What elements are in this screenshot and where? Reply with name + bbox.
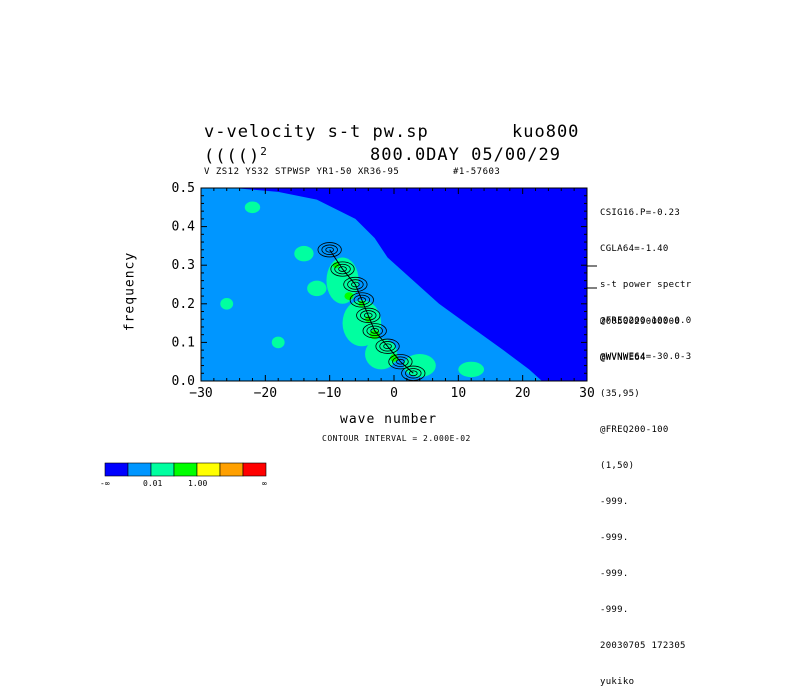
contour-line xyxy=(347,279,364,290)
contour-line xyxy=(325,246,334,253)
subtitle-id: #1-57603 xyxy=(453,167,501,177)
shade-patch-cyan xyxy=(403,353,436,378)
shade-patch-cyan xyxy=(271,336,285,349)
y-axis-label: frequency xyxy=(122,251,138,332)
x-tick-label: 20 xyxy=(515,386,531,401)
y-tick-label: 0.2 xyxy=(172,297,195,312)
contour-line xyxy=(356,307,381,323)
x-tick-label: 10 xyxy=(451,386,467,401)
title-line1-left: v-velocity s-t pw.sp xyxy=(204,122,429,142)
contour-line xyxy=(317,242,342,258)
side-line: CGLA64=-1.40 xyxy=(600,244,669,254)
colorbar-swatch xyxy=(150,462,175,477)
contour-line xyxy=(338,266,347,272)
contour-line xyxy=(375,338,400,354)
side-line: yukiko xyxy=(600,677,635,687)
shade-region-mid xyxy=(201,188,542,381)
side-line: (1,50) xyxy=(600,461,635,471)
contour-line xyxy=(408,370,418,377)
side-line: -999. xyxy=(600,497,629,507)
colorbar-swatch xyxy=(104,462,129,477)
contour-line xyxy=(370,328,380,334)
subtitle: V ZS12 YS32 STPWSP YR1-50 XR36-95 xyxy=(204,167,400,177)
shade-patch-cyan xyxy=(458,361,485,378)
contour-chart: −30 −20 −10 0 10 20 30 0.0 0.1 0.2 0.3 0.4 0.5 xyxy=(104,181,597,477)
title-line2-main: (((() xyxy=(204,146,261,167)
y-tick-label: 0.5 xyxy=(172,181,195,196)
y-tick-label: 0.4 xyxy=(172,220,196,235)
side-info-top: CSIG16.P=-0.23 CGLA64=-1.40 s-t power sp… xyxy=(600,183,692,375)
contour-line xyxy=(401,365,426,381)
side-line: 20050029000000 xyxy=(600,317,681,327)
contour-line xyxy=(379,341,396,352)
colorbar-swatch xyxy=(173,462,198,477)
contour-line xyxy=(383,343,392,350)
colorbar-label: 1.00 xyxy=(188,479,208,488)
side-line: (35,95) xyxy=(600,389,641,399)
shade-patch-cyan xyxy=(220,298,234,310)
side-line: -999. xyxy=(600,569,629,579)
shade-patch-cyan xyxy=(365,338,398,370)
colorbar-swatch xyxy=(127,462,152,477)
contour-line xyxy=(330,261,355,277)
shade-patch-cyan xyxy=(244,201,261,214)
shade-patch-green xyxy=(344,292,354,300)
side-line: @FREQ200-100 xyxy=(600,425,669,435)
x-tick-label: 30 xyxy=(579,386,595,401)
y-tick-label: 0.3 xyxy=(172,258,195,273)
side-line: CSIG16.P=-0.23 xyxy=(600,208,681,218)
contour-line xyxy=(343,276,368,293)
contour-ridge-line xyxy=(329,249,414,374)
side-line: 20030705 172305 xyxy=(600,641,686,651)
side-line: @WVNWE64 xyxy=(600,353,646,363)
shade-patch-cyan xyxy=(307,280,327,297)
title-line2-right: 800.0DAY 05/00/29 xyxy=(370,145,561,165)
contour-line xyxy=(334,263,351,275)
contour-line xyxy=(349,292,374,308)
y-tick-label: 0.1 xyxy=(172,335,195,350)
title-line2-sup: 2 xyxy=(260,145,268,158)
title-line1-right: kuo800 xyxy=(512,122,580,142)
x-tick-label: −20 xyxy=(254,386,277,401)
x-tick-label: −30 xyxy=(189,386,212,401)
contour-line xyxy=(351,281,360,288)
colorbar-label: 0.01 xyxy=(143,479,163,488)
x-axis-label: wave number xyxy=(340,412,438,427)
contour-line xyxy=(388,354,413,370)
contour-line xyxy=(362,323,387,339)
contour-line xyxy=(360,310,377,321)
y-tick-label: 0.0 xyxy=(172,374,195,389)
title-line2-left: (((()2 xyxy=(204,145,268,167)
colorbar-label: -∞ xyxy=(100,479,110,488)
contour-line xyxy=(396,358,405,365)
colorbar-label: ∞ xyxy=(262,479,267,488)
colorbar-swatch xyxy=(219,462,244,477)
x-tick-label: 0 xyxy=(390,386,398,401)
colorbar-swatch xyxy=(242,462,267,477)
contour-line xyxy=(366,325,383,337)
x-tick-label: −10 xyxy=(318,386,341,401)
contour-line xyxy=(405,368,422,379)
contour-interval: CONTOUR INTERVAL = 2.000E-02 xyxy=(322,434,471,443)
contour-line xyxy=(353,294,371,306)
side-line: -999. xyxy=(600,605,629,615)
contour-line xyxy=(321,244,338,255)
side-line: @FREQ200-100-0.0 xyxy=(600,316,692,326)
colorbar-swatch xyxy=(196,462,221,477)
contour-line xyxy=(363,312,373,319)
side-line: s-t power spectr xyxy=(600,280,692,290)
contour-line xyxy=(357,297,367,303)
side-line: -999. xyxy=(600,533,629,543)
shade-patch-cyan xyxy=(294,245,314,262)
side-line: @WVNWE64=-30.0-3 xyxy=(600,352,692,362)
contour-line xyxy=(392,356,409,367)
